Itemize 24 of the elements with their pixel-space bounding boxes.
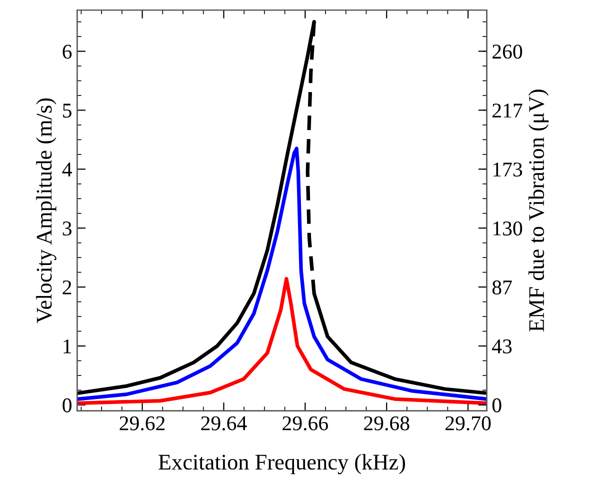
x-axis-title: Excitation Frequency (kHz)	[158, 454, 406, 474]
y-tick-label: 6	[62, 44, 72, 59]
x-tick-label: 29.66	[282, 416, 328, 430]
x-tick-label: 29.68	[364, 416, 410, 430]
y2-tick-label: 173	[493, 162, 522, 177]
y2-tick-label: 43	[492, 339, 512, 354]
y2-axis-title: EMF due to Vibration (μV)	[528, 90, 549, 332]
line-series	[77, 146, 487, 401]
x-tick-label: 29.62	[120, 416, 165, 430]
y2-tick-label: 260	[492, 44, 522, 59]
y-tick-label: 1	[64, 339, 72, 354]
x-tick-label: 29.70	[446, 416, 491, 430]
y-tick-label: 5	[63, 104, 72, 118]
y-tick-label: 3	[62, 222, 72, 236]
line-series	[77, 276, 487, 405]
y-tick-label: 0	[62, 398, 72, 412]
y-tick-label: 4	[62, 162, 72, 176]
y-tick-label: 2	[62, 280, 72, 294]
y2-tick-label: 0	[492, 398, 502, 412]
y2-tick-label: 130	[493, 221, 522, 236]
y2-tick-label: 217	[492, 104, 522, 118]
y-axis-title: Velocity Amplitude (m/s)	[36, 98, 56, 324]
x-tick-label: 29.64	[201, 416, 247, 430]
y2-tick-label: 87	[492, 280, 512, 294]
